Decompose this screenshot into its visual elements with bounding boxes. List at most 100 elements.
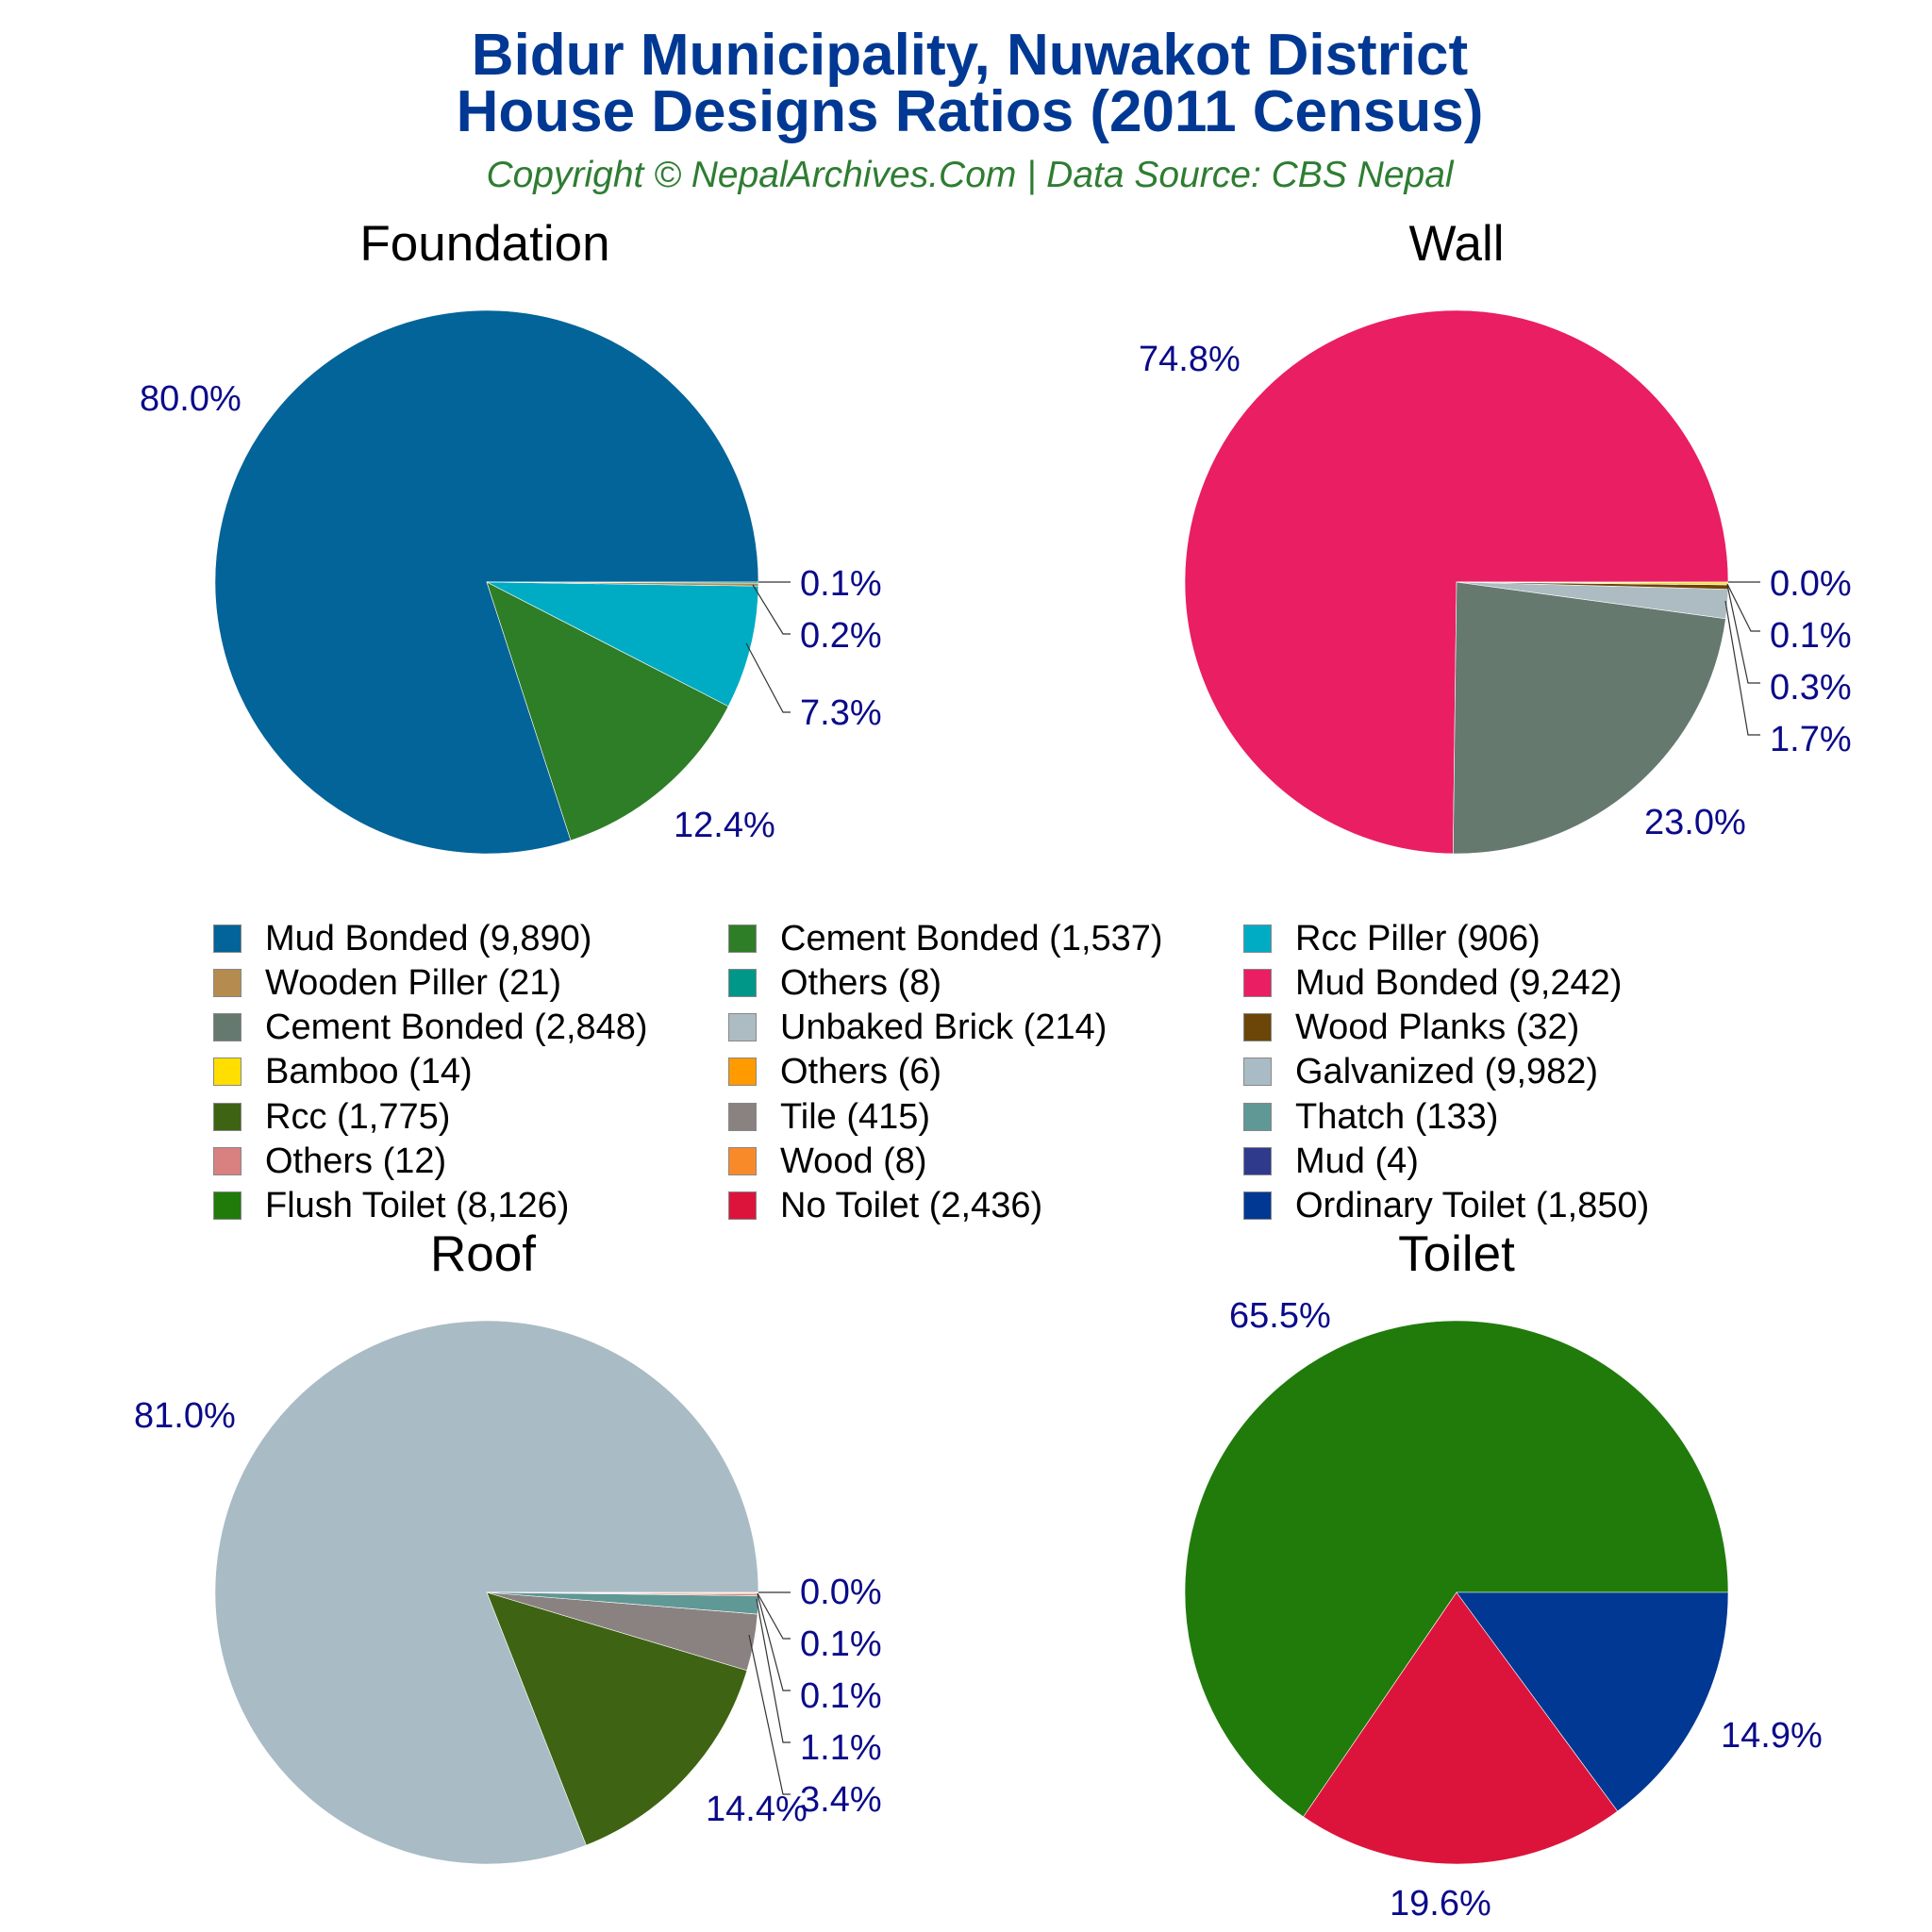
legend-label: Mud Bonded (9,890) xyxy=(265,918,592,958)
legend-item: Ordinary Toilet (1,850) xyxy=(1243,1185,1649,1226)
foundation-labels: 80.0% 12.4% 7.3% 0.2% 0.1% xyxy=(140,379,882,845)
legend-label: Galvanized (9,982) xyxy=(1295,1051,1599,1091)
legend-swatch xyxy=(1243,924,1272,953)
legend-swatch xyxy=(728,1147,757,1175)
legend-label: Tile (415) xyxy=(780,1096,931,1137)
legend-item: Others (6) xyxy=(728,1051,941,1092)
pie-slice xyxy=(1184,1320,1729,1818)
legend-item: Cement Bonded (1,537) xyxy=(728,918,1163,959)
legend-item: Thatch (133) xyxy=(1243,1096,1498,1138)
pct-label: 0.0% xyxy=(800,1573,882,1612)
legend-swatch xyxy=(728,1103,757,1131)
pct-label: 74.8% xyxy=(1139,340,1241,379)
pie-foundation xyxy=(214,309,759,855)
legend-item: Others (8) xyxy=(728,962,941,1004)
pct-label: 0.1% xyxy=(800,564,882,604)
legend-item: Cement Bonded (2,848) xyxy=(213,1007,648,1048)
legend-label: Others (6) xyxy=(780,1051,942,1091)
pct-label: 0.2% xyxy=(800,616,882,656)
pct-label: 23.0% xyxy=(1644,803,1746,842)
pie-title-wall: Wall xyxy=(1408,216,1505,272)
chart-title-line-2: House Designs Ratios (2011 Census) xyxy=(456,79,1484,144)
pct-label: 80.0% xyxy=(140,379,242,419)
legend-item: Unbaked Brick (214) xyxy=(728,1007,1107,1048)
legend-item: Wood Planks (32) xyxy=(1243,1007,1579,1048)
legend-item: No Toilet (2,436) xyxy=(728,1185,1042,1226)
legend-swatch xyxy=(213,1103,242,1131)
pct-label: 0.3% xyxy=(1770,668,1852,708)
legend-swatch xyxy=(1243,969,1272,997)
legend-label: Others (8) xyxy=(780,962,942,1003)
legend-item: Wooden Piller (21) xyxy=(213,962,561,1004)
legend-item: Rcc Piller (906) xyxy=(1243,918,1541,959)
legend-swatch xyxy=(213,924,242,953)
pct-label: 1.7% xyxy=(1770,720,1852,759)
legend-item: Wood (8) xyxy=(728,1141,927,1182)
legend-swatch xyxy=(1243,1058,1272,1086)
pct-label: 14.4% xyxy=(706,1790,808,1829)
pie-title-roof: Roof xyxy=(430,1226,536,1282)
copyright-subtitle: Copyright © NepalArchives.Com | Data Sou… xyxy=(486,155,1454,195)
legend-label: Wooden Piller (21) xyxy=(265,962,562,1003)
legend-item: Flush Toilet (8,126) xyxy=(213,1185,569,1226)
legend-label: Bamboo (14) xyxy=(265,1051,473,1091)
legend-item: Tile (415) xyxy=(728,1096,930,1138)
legend-label: Flush Toilet (8,126) xyxy=(265,1185,570,1225)
legend-swatch xyxy=(1243,1191,1272,1220)
pct-label: 7.3% xyxy=(800,693,882,733)
chart-title-line-1: Bidur Municipality, Nuwakot District xyxy=(471,23,1469,88)
roof-labels: 81.0% 14.4% 3.4% 1.1% 0.1% 0.1% 0.0% xyxy=(134,1396,882,1829)
legend-label: Mud (4) xyxy=(1295,1141,1419,1181)
legend-swatch xyxy=(728,1191,757,1220)
pct-label: 12.4% xyxy=(674,806,775,845)
legend-label: Wood Planks (32) xyxy=(1295,1007,1580,1047)
legend-label: Cement Bonded (1,537) xyxy=(780,918,1163,958)
legend-label: Thatch (133) xyxy=(1295,1096,1499,1137)
pct-label: 1.1% xyxy=(800,1728,882,1768)
legend-label: Wood (8) xyxy=(780,1141,927,1181)
legend-item: Rcc (1,775) xyxy=(213,1096,450,1138)
pie-slice xyxy=(486,581,729,841)
legend-item: Mud Bonded (9,242) xyxy=(1243,962,1622,1004)
pie-slice xyxy=(486,581,759,708)
legend-swatch xyxy=(213,1058,242,1086)
legend-label: Others (12) xyxy=(265,1141,447,1181)
legend-item: Others (12) xyxy=(213,1141,446,1182)
pct-label: 0.1% xyxy=(800,1624,882,1664)
pie-slice xyxy=(486,1591,748,1846)
legend-swatch xyxy=(1243,1013,1272,1041)
pct-label: 0.1% xyxy=(800,1676,882,1716)
legend-label: Mud Bonded (9,242) xyxy=(1295,962,1623,1003)
legend-label: Ordinary Toilet (1,850) xyxy=(1295,1185,1650,1225)
legend-label: Rcc (1,775) xyxy=(265,1096,451,1137)
pie-title-toilet: Toilet xyxy=(1398,1226,1515,1282)
legend-item: Bamboo (14) xyxy=(213,1051,473,1092)
legend-swatch xyxy=(728,969,757,997)
pct-label: 81.0% xyxy=(134,1396,236,1436)
pct-label: 65.5% xyxy=(1229,1296,1331,1336)
legend-swatch xyxy=(1243,1103,1272,1131)
legend-label: Cement Bonded (2,848) xyxy=(265,1007,648,1047)
legend-label: Rcc Piller (906) xyxy=(1295,918,1541,958)
legend-swatch xyxy=(213,1191,242,1220)
legend-label: Unbaked Brick (214) xyxy=(780,1007,1108,1047)
pct-label: 0.0% xyxy=(1770,564,1852,604)
legend-swatch xyxy=(213,1147,242,1175)
pie-slice xyxy=(1303,1591,1619,1865)
legend-swatch xyxy=(728,924,757,953)
pct-label: 19.6% xyxy=(1390,1884,1491,1924)
pie-wall xyxy=(1184,309,1729,855)
pie-slice xyxy=(1453,581,1726,855)
legend-swatch xyxy=(213,1013,242,1041)
legend-label: No Toilet (2,436) xyxy=(780,1185,1043,1225)
toilet-labels: 65.5% 19.6% 14.9% xyxy=(1229,1296,1823,1924)
pct-label: 0.1% xyxy=(1770,616,1852,656)
pie-toilet xyxy=(1184,1320,1729,1865)
pie-roof xyxy=(214,1320,759,1865)
legend-swatch xyxy=(1243,1147,1272,1175)
pie-title-foundation: Foundation xyxy=(359,216,610,272)
legend-swatch xyxy=(728,1013,757,1041)
legend-swatch xyxy=(728,1058,757,1086)
pie-slice xyxy=(1456,1591,1729,1812)
